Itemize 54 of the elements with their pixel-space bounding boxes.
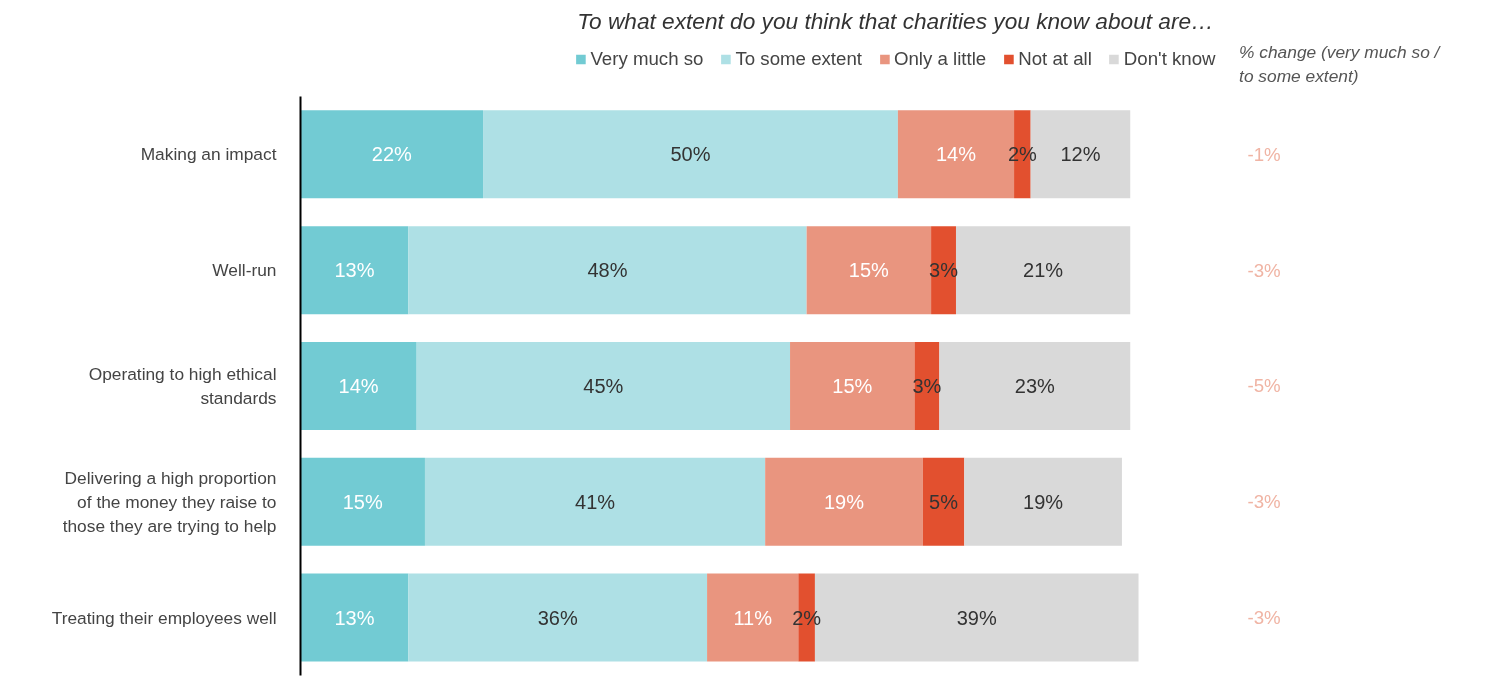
bar	[300, 341, 417, 430]
data-label: 45%	[583, 374, 624, 397]
data-label: 5%	[929, 490, 959, 513]
data-label: 50%	[670, 143, 711, 166]
data-label: 12%	[1060, 143, 1101, 166]
text: -3%	[1247, 491, 1281, 513]
legend-label: Don't know	[1123, 48, 1216, 70]
bar	[300, 226, 409, 315]
y-tick-label: Well-run	[212, 260, 277, 281]
bar	[765, 457, 923, 546]
text: -5%	[1247, 375, 1281, 397]
data-label: 14%	[338, 374, 379, 397]
legend-label: Not at all	[1018, 48, 1092, 70]
data-label: 15%	[848, 259, 890, 282]
bar	[300, 573, 409, 662]
data-label: 15%	[832, 374, 873, 397]
y-tick-label: Treating their employees well	[51, 607, 277, 628]
data-label: 19%	[1023, 490, 1064, 513]
data-label: 21%	[1023, 259, 1064, 282]
text: -3%	[1247, 607, 1281, 629]
data-label: 41%	[575, 490, 616, 513]
text: -1%	[1247, 143, 1281, 165]
text: -3%	[1247, 259, 1281, 281]
y-tick-label: Operating to high ethical standards	[88, 363, 277, 408]
data-label: 23%	[1014, 374, 1056, 397]
data-label: 13%	[334, 259, 375, 282]
bar	[790, 341, 915, 430]
bar	[806, 226, 932, 315]
bar	[922, 457, 965, 546]
y-tick-label: Making an impact	[140, 144, 277, 165]
data-label: 15%	[342, 490, 383, 513]
bar	[483, 110, 898, 199]
bar	[408, 226, 807, 315]
data-label: 22%	[371, 143, 412, 166]
text: % change (very much so / to some extent)	[1239, 41, 1442, 86]
data-label: 48%	[587, 259, 628, 282]
data-label: 39%	[956, 606, 997, 629]
legend-label: Only a little	[893, 48, 987, 70]
legend-label: Very much so	[590, 48, 704, 70]
bar	[939, 341, 1131, 430]
bar	[408, 573, 708, 662]
bar	[424, 457, 766, 546]
data-label: 36%	[537, 606, 578, 629]
bar	[964, 457, 1122, 546]
data-label: 14%	[935, 143, 977, 166]
legend-label: To some extent	[735, 48, 862, 70]
bar	[300, 110, 484, 199]
data-label: 19%	[823, 490, 865, 513]
data-label: 11%	[733, 606, 773, 629]
bar	[300, 457, 425, 546]
chart-title: To what extent do you think that charities you know about are…	[577, 7, 1214, 34]
y-tick-label: Delivering a high proportion of the money they raise to those they are trying to help	[62, 467, 277, 536]
data-label: 13%	[334, 606, 375, 629]
bar	[416, 341, 791, 430]
